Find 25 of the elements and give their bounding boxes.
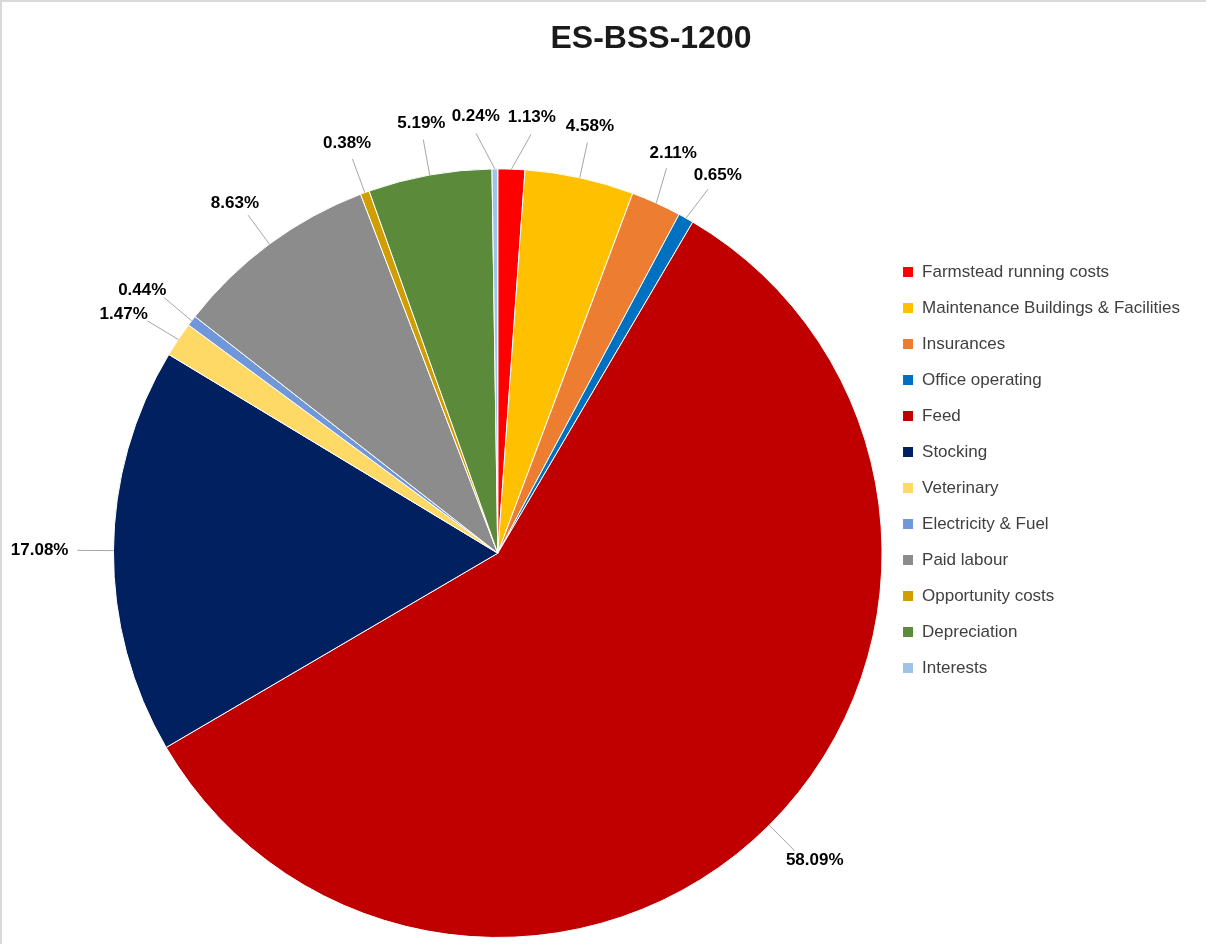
data-label: 58.09% xyxy=(785,850,844,870)
legend-label: Veterinary xyxy=(922,477,1000,497)
data-label: 1.47% xyxy=(99,303,148,323)
data-label: 8.63% xyxy=(210,192,260,212)
legend-label: Insurances xyxy=(922,333,1006,353)
data-label: 1.13% xyxy=(507,107,556,126)
legend-label: Farmstead running costs xyxy=(922,261,1110,281)
legend-label: Interests xyxy=(922,657,988,677)
legend-label: Opportunity costs xyxy=(922,585,1055,605)
legend-label: Depreciation xyxy=(922,621,1018,641)
data-label: 5.19% xyxy=(397,112,446,132)
legend-label: Feed xyxy=(922,405,961,425)
legend-label: Paid labour xyxy=(922,549,1009,569)
chart-title: ES-BSS-1200 xyxy=(550,19,752,56)
data-label: 4.58% xyxy=(565,115,615,135)
data-label: 0.65% xyxy=(693,165,742,185)
data-label: 2.11% xyxy=(649,143,697,163)
legend-label: Maintenance Buildings & Facilities xyxy=(922,297,1181,317)
data-label: 17.08% xyxy=(10,540,69,560)
data-label: 0.24% xyxy=(451,106,500,126)
data-label: 0.38% xyxy=(322,133,372,153)
data-label: 0.44% xyxy=(118,279,167,299)
legend-label: Office operating xyxy=(922,369,1042,389)
legend-label: Electricity & Fuel xyxy=(922,513,1049,533)
legend-label: Stocking xyxy=(922,441,988,461)
